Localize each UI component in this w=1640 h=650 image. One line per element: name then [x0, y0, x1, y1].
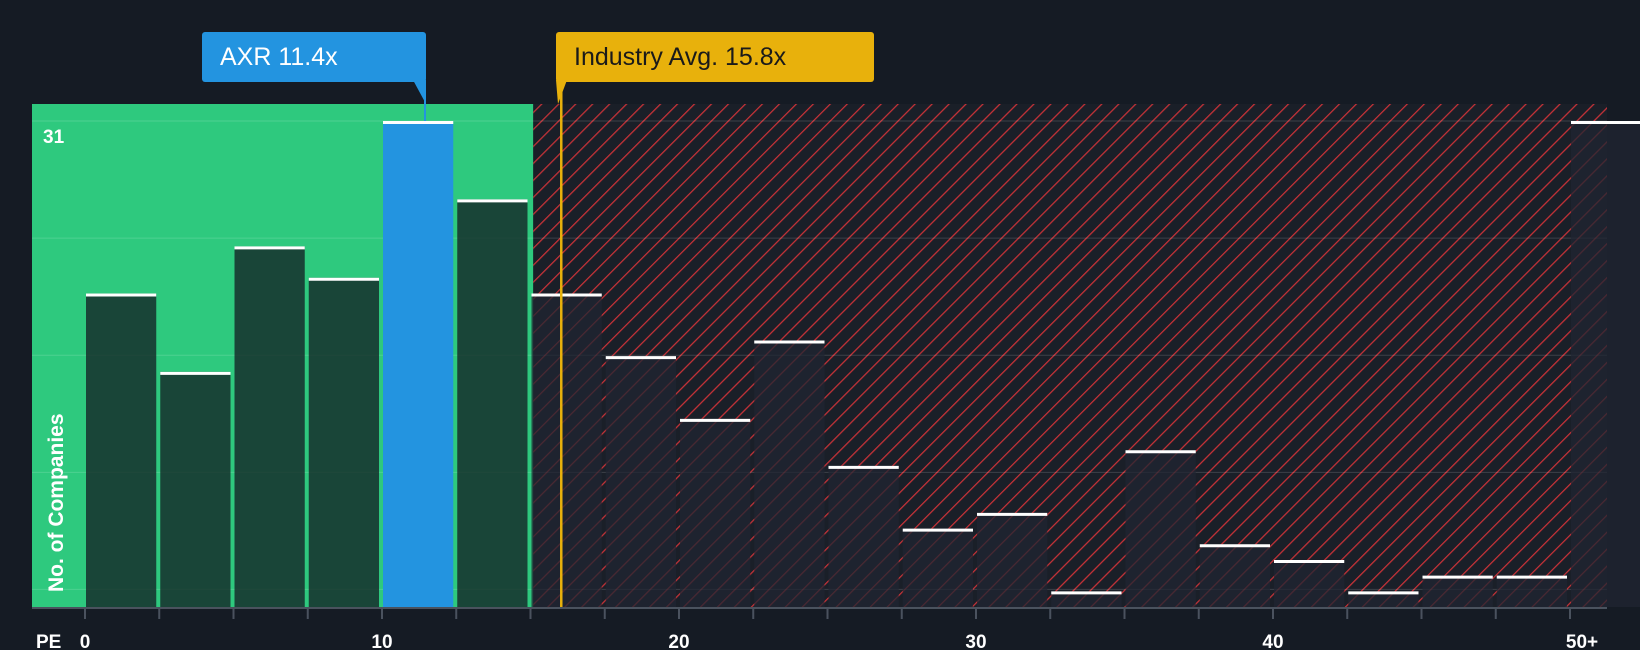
industry-callout-notch [556, 80, 567, 104]
histogram-bar [457, 199, 528, 608]
histogram-bar [86, 293, 157, 607]
x-tick-label: 50+ [1566, 632, 1598, 650]
x-tick-label: 20 [668, 632, 689, 650]
x-tick-label: 40 [1262, 632, 1283, 650]
histogram-bar [308, 277, 379, 607]
histogram-bar [1496, 575, 1567, 607]
histogram-bar [754, 340, 825, 607]
company-pe-callout: AXR 11.4x [202, 32, 426, 82]
histogram-bar [1051, 591, 1122, 607]
histogram-bar [1274, 559, 1345, 607]
histogram-bar [680, 418, 751, 607]
histogram-bar [828, 465, 899, 607]
y-axis-max-label: 31 [43, 127, 65, 148]
company-bar [383, 121, 454, 607]
x-tick-label: 0 [80, 632, 91, 650]
x-axis-ticks: 0 10 20 30 40 50+ [80, 609, 1598, 650]
histogram-bar [605, 356, 676, 607]
histogram-bar [1125, 450, 1196, 607]
x-tick-label: 30 [965, 632, 986, 650]
x-axis-title: PE [36, 632, 61, 650]
histogram-bars [86, 121, 1640, 608]
histogram-bar [160, 371, 231, 607]
histogram-bar [1422, 575, 1493, 607]
x-tick-label: 10 [371, 632, 392, 650]
company-callout-notch [413, 80, 426, 104]
histogram-bar [531, 293, 602, 607]
histogram-bar [234, 246, 305, 607]
industry-average-callout: Industry Avg. 15.8x [556, 32, 874, 82]
histogram-bar [1348, 591, 1419, 607]
histogram-bar [1199, 544, 1270, 607]
histogram-bar [977, 512, 1048, 607]
histogram-bar [1571, 121, 1640, 607]
histogram-bar [902, 528, 973, 607]
y-axis-title: No. of Companies [45, 413, 68, 592]
